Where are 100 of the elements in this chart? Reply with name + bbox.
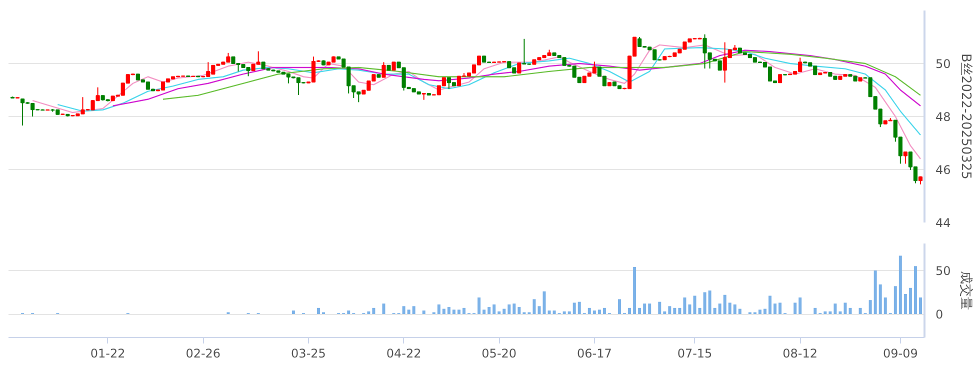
bar	[538, 306, 541, 314]
bar	[688, 304, 692, 314]
bar	[834, 304, 837, 314]
bar	[774, 304, 777, 314]
bar	[628, 308, 632, 314]
bar	[602, 308, 606, 314]
bar	[568, 311, 571, 314]
x-tick-label: 04-22	[386, 346, 422, 360]
bar	[698, 308, 702, 314]
y-axis-title: 成交量	[958, 271, 974, 310]
bar	[794, 302, 797, 314]
bar	[633, 267, 636, 314]
bar	[723, 294, 726, 314]
bar	[914, 266, 917, 314]
x-tick-label: 01-22	[90, 346, 126, 360]
x-tick-label: 06-17	[576, 346, 612, 360]
bar	[768, 296, 772, 314]
bar	[532, 299, 536, 314]
bar	[648, 304, 652, 314]
bar	[618, 299, 622, 314]
bar	[367, 311, 370, 314]
bar	[848, 308, 852, 314]
bar	[828, 311, 832, 314]
bar	[668, 306, 672, 314]
candlestick	[382, 62, 386, 78]
bar	[548, 310, 551, 314]
y-tick-label: 50	[936, 57, 951, 71]
line-series	[162, 50, 922, 100]
bar	[492, 304, 496, 314]
bar	[317, 308, 320, 314]
bar	[572, 302, 576, 314]
bar	[718, 304, 722, 314]
bar	[578, 302, 581, 314]
bar	[728, 302, 732, 314]
y-tick-label: 48	[936, 110, 951, 124]
bar	[763, 308, 766, 314]
y-tick-label: 46	[936, 163, 951, 177]
bar	[894, 286, 897, 314]
bar	[898, 256, 902, 314]
bar	[588, 308, 591, 314]
bar	[858, 308, 862, 314]
bar	[508, 304, 511, 314]
x-tick-label: 02-26	[186, 346, 221, 360]
bar	[462, 308, 466, 314]
bar	[382, 304, 386, 314]
bar	[457, 310, 460, 314]
y-tick-label: 44	[936, 216, 951, 230]
bar	[592, 310, 596, 314]
x-tick-label: 09-09	[882, 346, 918, 360]
bar	[562, 311, 566, 314]
bar	[518, 307, 521, 314]
bar	[758, 310, 762, 314]
bar	[347, 310, 350, 314]
line-series	[112, 50, 922, 106]
bar	[402, 306, 406, 314]
bar	[292, 310, 295, 314]
bar	[683, 297, 686, 314]
bar	[658, 302, 662, 314]
bar	[713, 308, 716, 314]
x-tick-label: 05-20	[482, 346, 517, 360]
bar	[488, 307, 491, 314]
bar	[452, 310, 456, 314]
bar	[422, 310, 426, 314]
bar	[638, 308, 642, 314]
bar	[844, 302, 847, 314]
bar	[482, 310, 486, 314]
bar	[542, 291, 546, 314]
bar	[908, 288, 912, 314]
line-series	[57, 47, 922, 136]
bar	[372, 308, 376, 314]
bar	[703, 292, 706, 314]
bar	[814, 308, 817, 314]
bar	[884, 297, 887, 314]
bar	[708, 290, 712, 314]
bar	[824, 311, 827, 314]
bar	[442, 308, 446, 314]
bar	[878, 284, 882, 314]
bar	[738, 308, 742, 314]
y-axis-title: B丝2022-20250325	[958, 54, 973, 180]
bar	[733, 304, 736, 314]
bar	[552, 310, 556, 314]
candlestick	[517, 62, 522, 74]
x-tick-label: 03-25	[291, 346, 326, 360]
bar	[678, 308, 682, 314]
x-tick-label: 07-15	[677, 346, 712, 360]
bar	[512, 304, 516, 314]
bar	[673, 308, 676, 314]
bar	[778, 302, 782, 314]
bar	[478, 297, 481, 314]
bar	[437, 304, 440, 314]
bar	[643, 304, 646, 314]
bar	[502, 308, 506, 314]
bar	[663, 311, 666, 314]
bar	[693, 296, 696, 314]
candlestick	[903, 151, 908, 164]
y-tick-label: 0	[936, 308, 944, 322]
bar	[407, 310, 410, 314]
bar	[838, 311, 842, 314]
bar	[498, 311, 501, 314]
x-tick-label: 08-12	[782, 346, 818, 360]
